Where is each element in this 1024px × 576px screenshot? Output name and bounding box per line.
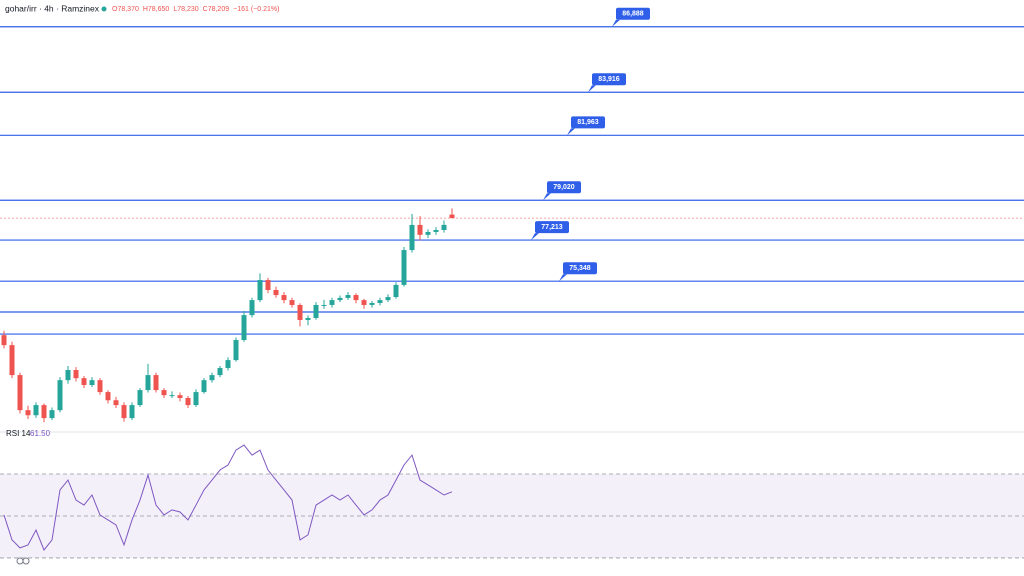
- level-tag: [571, 116, 605, 129]
- candle-body: [169, 395, 175, 397]
- candle-body: [161, 390, 167, 396]
- candle-body: [209, 375, 215, 381]
- level-label: 77,213: [541, 224, 563, 231]
- rsi-line: [3, 444, 453, 551]
- candle-body: [225, 360, 231, 369]
- rsi-title: RSI 14: [6, 429, 31, 438]
- level-pointer: [531, 233, 539, 241]
- candle-body: [193, 392, 199, 406]
- header: gohar/irr · 4h · Ramzinex: [5, 3, 107, 13]
- candle-body: [393, 284, 399, 298]
- candle-body: [345, 295, 351, 298]
- level-label: 75,348: [569, 265, 591, 272]
- candle-body: [145, 375, 151, 391]
- level-tag: [547, 181, 581, 194]
- candle-body: [113, 400, 119, 406]
- candle-body: [121, 405, 127, 419]
- candle-body: [385, 297, 391, 301]
- candle-body: [73, 370, 79, 379]
- candle-body: [41, 405, 47, 419]
- candle-body: [65, 370, 71, 381]
- candle-body: [289, 300, 295, 305]
- candle-body: [129, 405, 135, 419]
- level-label: 79,020: [553, 184, 575, 191]
- ohlc-label: C78,209: [203, 6, 230, 13]
- change-label: −161 (−0.21%): [233, 6, 279, 13]
- candle-body: [257, 280, 263, 301]
- ohlc-label: H78,650: [143, 6, 170, 13]
- level-pointer: [567, 128, 575, 136]
- candle-body: [241, 315, 247, 341]
- candle-body: [1, 335, 7, 346]
- ohlc-label: L78,230: [173, 6, 198, 13]
- candle-body: [17, 375, 23, 411]
- candle-body: [273, 289, 279, 296]
- candle-body: [369, 302, 375, 305]
- candle-body: [185, 398, 191, 406]
- rsi-last: 61.50: [30, 429, 51, 438]
- link-icon[interactable]: [16, 557, 30, 565]
- level-label: 81,963: [577, 119, 599, 126]
- candle-body: [177, 395, 183, 399]
- candle-body: [337, 297, 343, 301]
- candle-body: [265, 280, 271, 290]
- candle-body: [105, 392, 111, 401]
- candle-body: [89, 380, 95, 386]
- candle-body: [153, 375, 159, 391]
- candle-body: [353, 295, 359, 301]
- level-pointer: [588, 85, 596, 93]
- level-pointer: [543, 193, 551, 201]
- level-pointer: [612, 19, 620, 27]
- candle-body: [417, 224, 423, 235]
- candle-body: [9, 345, 15, 376]
- candle-body: [433, 229, 439, 232]
- candle-body: [217, 368, 223, 376]
- level-label: 83,916: [598, 76, 620, 83]
- candle-body: [401, 250, 407, 285]
- candle-body: [409, 224, 415, 251]
- candle-body: [201, 380, 207, 393]
- candle-body: [305, 317, 311, 320]
- candle-body: [321, 304, 327, 306]
- candle-body: [249, 300, 255, 316]
- level-tag: [535, 221, 569, 234]
- level-pointer: [559, 274, 567, 282]
- candle-body: [25, 410, 31, 416]
- candle-body: [57, 380, 63, 411]
- candle-body: [361, 300, 367, 305]
- symbol-title: gohar/irr · 4h · Ramzinex: [5, 3, 100, 13]
- level-label: 86,888: [622, 11, 644, 18]
- candle-body: [233, 340, 239, 361]
- candle-body: [33, 405, 39, 416]
- candle-body: [137, 390, 143, 406]
- candle-body: [281, 295, 287, 301]
- candle-body: [425, 231, 431, 235]
- level-tag: [592, 73, 626, 86]
- candle-body: [449, 214, 455, 219]
- level-tag: [563, 262, 597, 275]
- candle-body: [297, 304, 303, 320]
- candle-body: [49, 410, 55, 419]
- candle-body: [329, 300, 335, 305]
- level-tag: [616, 7, 650, 20]
- candle-body: [313, 304, 319, 318]
- candle-body: [377, 300, 383, 303]
- ohlc-label: O78,370: [112, 6, 139, 13]
- status-dot: [101, 6, 107, 12]
- candle-body: [81, 378, 87, 386]
- candle-body: [97, 380, 103, 393]
- candle-body: [441, 224, 447, 230]
